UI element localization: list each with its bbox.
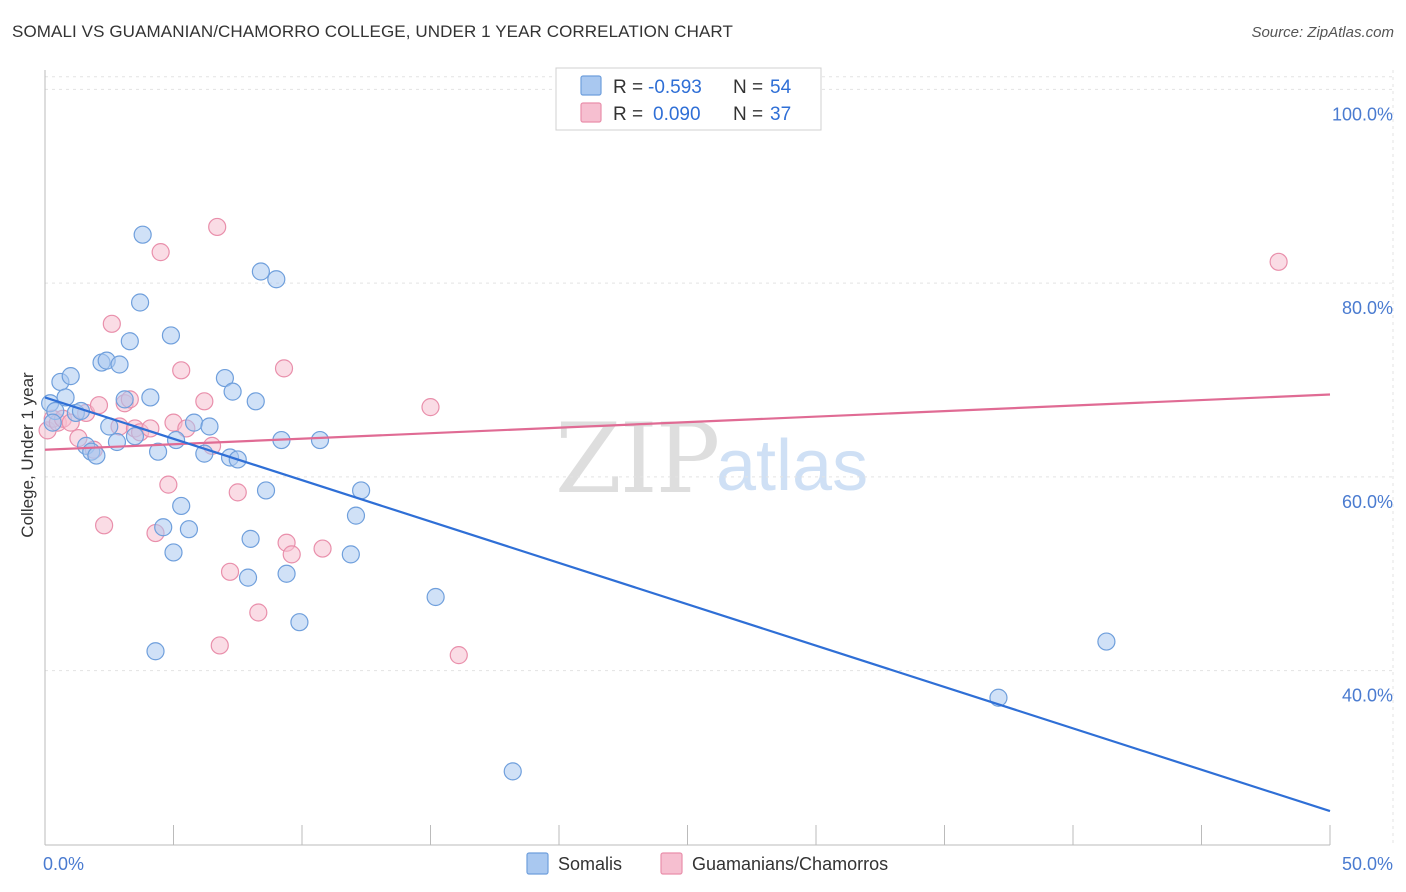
somali-point-33 bbox=[223, 382, 242, 401]
legend-swatch-guamanians bbox=[580, 102, 602, 123]
guamanian-point-25 bbox=[208, 217, 227, 237]
guamanian-point-19 bbox=[159, 475, 178, 494]
guamanian-point-27 bbox=[220, 562, 240, 581]
legend-r-label-2: R = bbox=[613, 104, 643, 125]
trend-lines bbox=[44, 393, 1331, 813]
guamanian-point-29 bbox=[249, 603, 268, 622]
legend-n-label-1: N = bbox=[733, 77, 763, 98]
somali-point-45 bbox=[341, 545, 360, 564]
somali-point-27 bbox=[179, 520, 199, 539]
somali-point-35 bbox=[238, 568, 258, 587]
guamanian-point-33 bbox=[313, 539, 332, 558]
somali-point-19 bbox=[141, 388, 160, 407]
y-axis-label: College, Under 1 year bbox=[18, 372, 37, 538]
guamanian-point-18 bbox=[151, 243, 170, 262]
y-tick-label-1: 60.0% bbox=[1342, 492, 1393, 512]
somali-point-4 bbox=[61, 367, 80, 386]
chart-title: SOMALI VS GUAMANIAN/CHAMORRO COLLEGE, UN… bbox=[12, 22, 733, 41]
somali-point-28 bbox=[184, 413, 204, 432]
guamanian-point-10 bbox=[102, 314, 121, 333]
series-legend-swatch-somalis bbox=[526, 852, 549, 875]
somali-point-46 bbox=[346, 506, 366, 525]
somali-point-31 bbox=[215, 368, 234, 388]
guamanian-point-36 bbox=[1269, 252, 1288, 271]
somali-point-51 bbox=[1097, 632, 1116, 651]
legend-r-value-1: -0.593 bbox=[648, 77, 702, 98]
somali-point-44 bbox=[310, 430, 330, 450]
y-tick-label-0: 40.0% bbox=[1342, 686, 1393, 706]
somali-points bbox=[41, 225, 1116, 781]
somali-point-13 bbox=[110, 355, 129, 374]
somali-trend-line bbox=[44, 396, 1331, 813]
watermark: ZIP atlas bbox=[555, 403, 868, 515]
y-tick-label-2: 80.0% bbox=[1342, 298, 1393, 318]
somali-point-48 bbox=[426, 587, 445, 607]
somali-point-30 bbox=[200, 417, 219, 436]
somali-point-49 bbox=[503, 762, 522, 781]
legend-swatch-somalis bbox=[580, 75, 602, 96]
y-tick-labels: 40.0% 60.0% 80.0% 100.0% bbox=[1332, 104, 1393, 705]
guamanian-trend-line bbox=[44, 393, 1331, 451]
somali-point-8 bbox=[87, 446, 106, 465]
guamanian-point-35 bbox=[449, 646, 468, 665]
somali-point-21 bbox=[148, 442, 168, 461]
guamanian-point-9 bbox=[95, 516, 114, 535]
guamanian-point-30 bbox=[274, 359, 294, 378]
series-legend-swatch-guamanians bbox=[660, 852, 683, 875]
guamanian-point-8 bbox=[89, 396, 109, 415]
legend-n-value-1: 54 bbox=[770, 77, 792, 98]
guamanian-point-26 bbox=[210, 636, 229, 655]
somali-point-36 bbox=[241, 529, 260, 548]
guamanian-point-34 bbox=[421, 398, 440, 417]
somali-point-17 bbox=[130, 293, 150, 312]
series-legend-somalis: Somalis bbox=[558, 854, 622, 874]
somali-point-26 bbox=[172, 496, 191, 516]
somali-point-38 bbox=[251, 262, 270, 281]
somali-point-14 bbox=[115, 390, 134, 409]
somali-point-20 bbox=[146, 642, 165, 661]
somali-point-15 bbox=[120, 332, 139, 351]
guamanian-point-23 bbox=[195, 392, 214, 411]
somali-point-39 bbox=[256, 481, 276, 500]
guamanian-point-21 bbox=[172, 361, 191, 380]
watermark-zip: ZIP bbox=[555, 403, 718, 515]
legend-r-label-1: R = bbox=[613, 77, 643, 98]
somali-point-22 bbox=[154, 518, 173, 537]
guamanian-point-28 bbox=[228, 483, 247, 502]
legend-n-label-2: N = bbox=[733, 104, 763, 125]
source-credit: Source: ZipAtlas.com bbox=[1251, 24, 1394, 41]
somali-point-40 bbox=[267, 270, 286, 289]
somali-point-16 bbox=[125, 427, 145, 446]
somali-point-42 bbox=[277, 564, 296, 583]
series-legend-guamanians: Guamanians/Chamorros bbox=[692, 854, 888, 874]
legend-r-value-2: 0.090 bbox=[653, 104, 701, 125]
somali-point-52 bbox=[43, 413, 62, 432]
watermark-atlas: atlas bbox=[716, 426, 868, 506]
y-tick-label-3: 100.0% bbox=[1332, 104, 1393, 124]
axes bbox=[44, 70, 1331, 846]
series-legend: Somalis Guamanians/Chamorros bbox=[526, 852, 888, 875]
somali-point-18 bbox=[133, 225, 152, 244]
legend-n-value-2: 37 bbox=[770, 104, 791, 125]
x-tick-labels: 0.0% 50.0% bbox=[43, 854, 1393, 874]
correlation-legend: R = -0.593 N = 54 R = 0.090 N = 37 bbox=[555, 67, 822, 131]
x-tick-label-0: 0.0% bbox=[43, 854, 84, 874]
guamanian-point-32 bbox=[282, 545, 301, 564]
x-tick-label-1: 50.0% bbox=[1342, 854, 1393, 874]
somali-point-37 bbox=[246, 392, 265, 411]
somali-point-24 bbox=[164, 543, 183, 562]
somali-point-43 bbox=[290, 613, 309, 632]
somali-point-23 bbox=[161, 326, 181, 345]
